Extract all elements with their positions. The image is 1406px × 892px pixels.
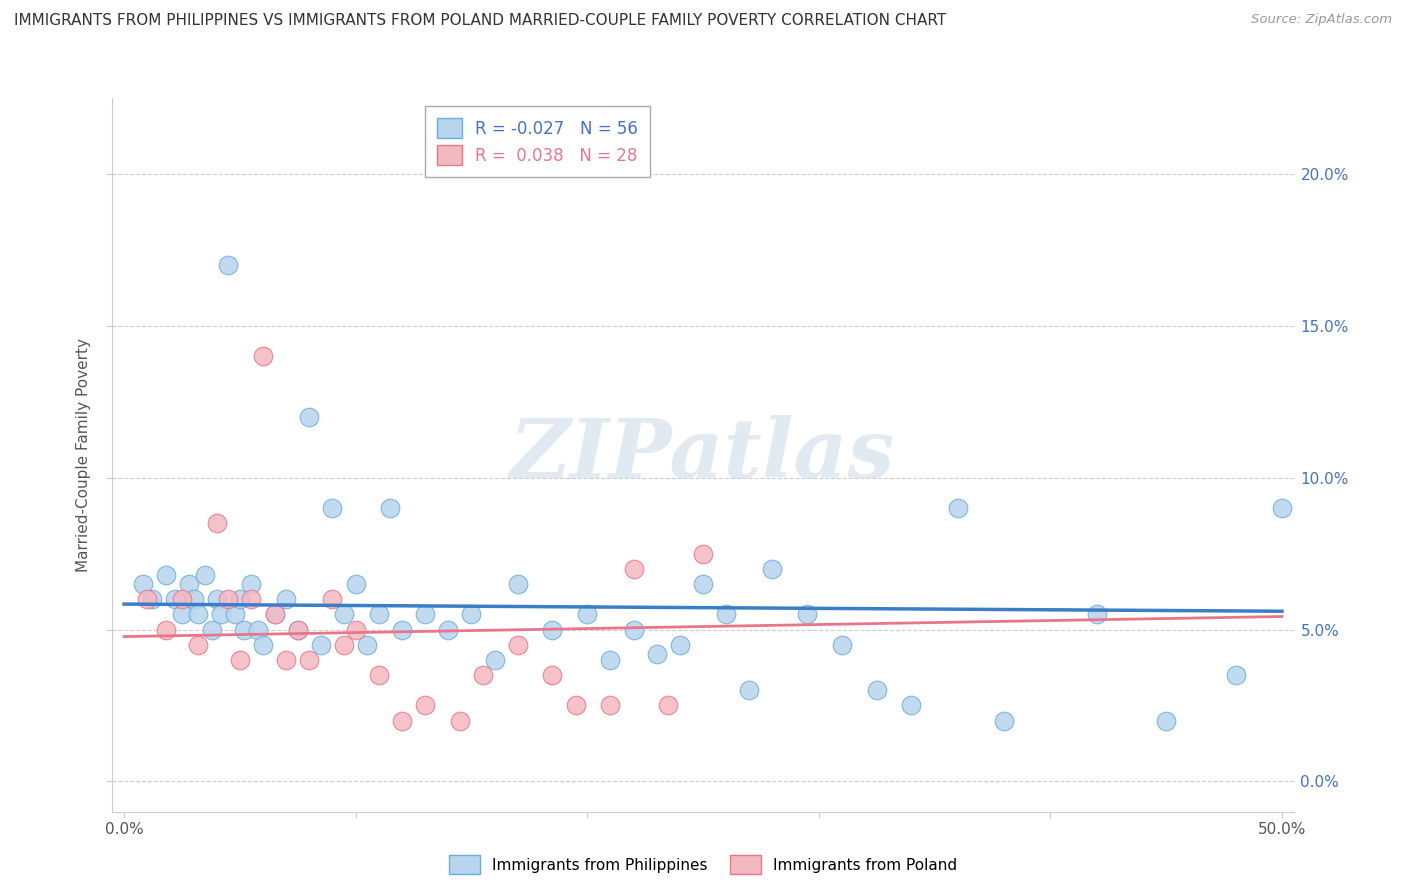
Point — [356, 638, 378, 652]
Point — [287, 623, 309, 637]
Point — [449, 714, 471, 728]
Point — [233, 623, 256, 637]
Point — [141, 592, 163, 607]
Point — [437, 623, 460, 637]
Point — [187, 607, 209, 622]
Point — [252, 349, 274, 363]
Point — [321, 501, 343, 516]
Point — [541, 668, 564, 682]
Point — [391, 623, 413, 637]
Point — [692, 577, 714, 591]
Point — [506, 638, 529, 652]
Point — [796, 607, 818, 622]
Point — [367, 607, 389, 622]
Legend: Immigrants from Philippines, Immigrants from Poland: Immigrants from Philippines, Immigrants … — [443, 849, 963, 880]
Point — [761, 562, 783, 576]
Text: Source: ZipAtlas.com: Source: ZipAtlas.com — [1251, 13, 1392, 27]
Point — [201, 623, 224, 637]
Point — [252, 638, 274, 652]
Legend: R = -0.027   N = 56, R =  0.038   N = 28: R = -0.027 N = 56, R = 0.038 N = 28 — [426, 106, 650, 178]
Point — [276, 592, 298, 607]
Text: ZIPatlas: ZIPatlas — [510, 415, 896, 495]
Point — [263, 607, 285, 622]
Point — [900, 698, 922, 713]
Point — [240, 592, 263, 607]
Point — [391, 714, 413, 728]
Point — [599, 653, 621, 667]
Point — [217, 592, 239, 607]
Point — [484, 653, 506, 667]
Point — [472, 668, 495, 682]
Point — [1271, 501, 1294, 516]
Text: IMMIGRANTS FROM PHILIPPINES VS IMMIGRANTS FROM POLAND MARRIED-COUPLE FAMILY POVE: IMMIGRANTS FROM PHILIPPINES VS IMMIGRANT… — [14, 13, 946, 29]
Point — [194, 567, 217, 582]
Point — [205, 516, 228, 531]
Point — [229, 592, 252, 607]
Point — [1225, 668, 1247, 682]
Point — [669, 638, 692, 652]
Point — [163, 592, 186, 607]
Point — [205, 592, 228, 607]
Point — [298, 653, 321, 667]
Point — [692, 547, 714, 561]
Point — [657, 698, 679, 713]
Point — [1154, 714, 1177, 728]
Point — [623, 562, 645, 576]
Point — [344, 623, 367, 637]
Point — [247, 623, 270, 637]
Point — [714, 607, 737, 622]
Point — [541, 623, 564, 637]
Point — [623, 623, 645, 637]
Point — [183, 592, 205, 607]
Point — [224, 607, 246, 622]
Point — [170, 592, 193, 607]
Point — [170, 607, 193, 622]
Point — [413, 698, 436, 713]
Point — [506, 577, 529, 591]
Point — [576, 607, 599, 622]
Point — [155, 567, 177, 582]
Point — [209, 607, 232, 622]
Point — [645, 647, 668, 661]
Point — [276, 653, 298, 667]
Point — [599, 698, 621, 713]
Y-axis label: Married-Couple Family Poverty: Married-Couple Family Poverty — [76, 338, 91, 572]
Point — [333, 638, 356, 652]
Point — [229, 653, 252, 667]
Point — [993, 714, 1015, 728]
Point — [131, 577, 153, 591]
Point — [367, 668, 389, 682]
Point — [738, 683, 761, 698]
Point — [321, 592, 343, 607]
Point — [177, 577, 200, 591]
Point — [946, 501, 969, 516]
Point — [217, 258, 239, 272]
Point — [136, 592, 159, 607]
Point — [155, 623, 177, 637]
Point — [240, 577, 263, 591]
Point — [309, 638, 332, 652]
Point — [333, 607, 356, 622]
Point — [380, 501, 402, 516]
Point — [1085, 607, 1108, 622]
Point — [866, 683, 889, 698]
Point — [287, 623, 309, 637]
Point — [298, 409, 321, 424]
Point — [263, 607, 285, 622]
Point — [344, 577, 367, 591]
Point — [460, 607, 482, 622]
Point — [831, 638, 853, 652]
Point — [564, 698, 586, 713]
Point — [413, 607, 436, 622]
Point — [187, 638, 209, 652]
